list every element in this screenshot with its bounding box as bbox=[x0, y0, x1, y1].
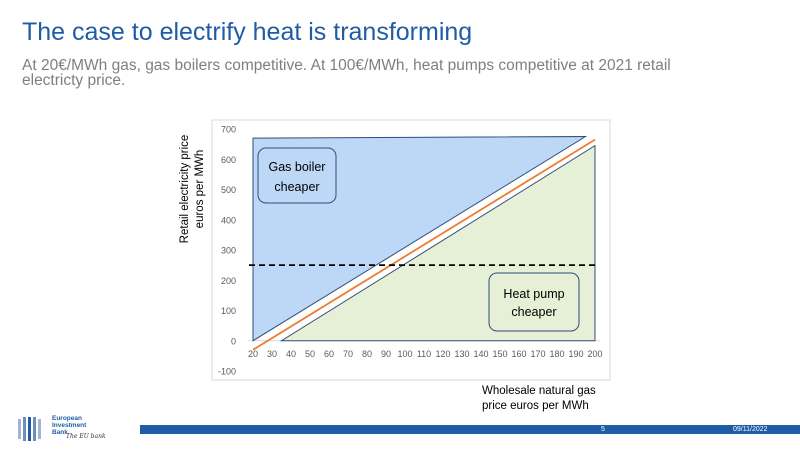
gas-boiler-label-line2: cheaper bbox=[274, 180, 319, 194]
page-number: 5 bbox=[601, 426, 605, 433]
x-tick-label: 60 bbox=[324, 349, 334, 359]
y-tick-label: 0 bbox=[231, 336, 236, 346]
x-tick-label: 180 bbox=[549, 349, 564, 359]
gas-boiler-label-line1: Gas boiler bbox=[269, 160, 326, 174]
gas-boiler-label-frame bbox=[257, 147, 337, 204]
x-tick-label: 80 bbox=[362, 349, 372, 359]
x-tick-label: 20 bbox=[248, 349, 258, 359]
x-tick-label: 160 bbox=[511, 349, 526, 359]
x-tick-label: 30 bbox=[267, 349, 277, 359]
x-tick-label: 190 bbox=[568, 349, 583, 359]
y-axis-label-text: Retail electricity price euros per MWh bbox=[179, 134, 206, 244]
slide-title: The case to electrify heat is transformi… bbox=[22, 18, 473, 46]
x-tick-label: 140 bbox=[473, 349, 488, 359]
y-tick-label: 600 bbox=[221, 155, 236, 165]
y-tick-label: 100 bbox=[221, 306, 236, 316]
x-tick-label: 110 bbox=[417, 349, 431, 359]
x-tick-label: 170 bbox=[530, 349, 545, 359]
heat-pump-label-box: Heat pump cheaper bbox=[488, 272, 580, 332]
x-axis-label-line1: Wholesale natural gas bbox=[482, 385, 596, 397]
gas-boiler-label-box: Gas boiler cheaper bbox=[257, 147, 337, 204]
eib-logo-line2: Investment bbox=[52, 422, 87, 429]
x-tick-label: 130 bbox=[454, 349, 469, 359]
y-tick-label: 300 bbox=[221, 246, 236, 256]
x-tick-label: 120 bbox=[435, 349, 450, 359]
eib-logo-line3: Bank bbox=[52, 429, 68, 436]
eib-logo: European Investment Bank The EU bank bbox=[18, 413, 128, 443]
x-tick-labels: 20 30 40 50 60 70 80 90 100 110 120 130 140 150 160 170… bbox=[248, 349, 603, 359]
y-tick-label: 400 bbox=[221, 215, 236, 225]
x-tick-label: 70 bbox=[343, 349, 353, 359]
y-tick-label: -100 bbox=[218, 367, 236, 377]
x-tick-label: 90 bbox=[381, 349, 391, 359]
x-axis-label-line2: price euros per MWh bbox=[482, 400, 589, 412]
x-tick-label: 150 bbox=[492, 349, 507, 359]
y-tick-labels: -100 0 100 200 300 400 500 600 700 bbox=[218, 125, 236, 377]
orange-breakeven-line bbox=[252, 138, 596, 351]
x-tick-label: 200 bbox=[587, 349, 602, 359]
heat-pump-label-line2: cheaper bbox=[511, 305, 556, 319]
y-tick-label: 500 bbox=[221, 185, 236, 195]
eib-logo-text: European Investment Bank bbox=[52, 415, 86, 436]
x-axis-label: Wholesale natural gas price euros per MW… bbox=[482, 384, 596, 414]
y-tick-label: 700 bbox=[221, 125, 236, 135]
x-tick-label: 50 bbox=[305, 349, 315, 359]
y-tick-label: 200 bbox=[221, 276, 236, 286]
eib-logo-line1: European bbox=[52, 415, 82, 422]
eib-logo-signature: The EU bank bbox=[66, 433, 106, 440]
footer-bar bbox=[140, 425, 800, 434]
x-tick-label: 100 bbox=[397, 349, 412, 359]
slide-subtitle: At 20€/MWh gas, gas boilers competitive.… bbox=[22, 57, 671, 89]
heat-pump-label-line1: Heat pump bbox=[503, 287, 564, 301]
x-tick-label: 40 bbox=[286, 349, 296, 359]
y-axis-label: Retail electricity price euros per MWh bbox=[176, 114, 210, 264]
heat-pump-label-frame bbox=[488, 272, 580, 332]
footer-date: 09/11/2022 bbox=[733, 426, 768, 433]
eib-logo-icon bbox=[18, 417, 41, 441]
